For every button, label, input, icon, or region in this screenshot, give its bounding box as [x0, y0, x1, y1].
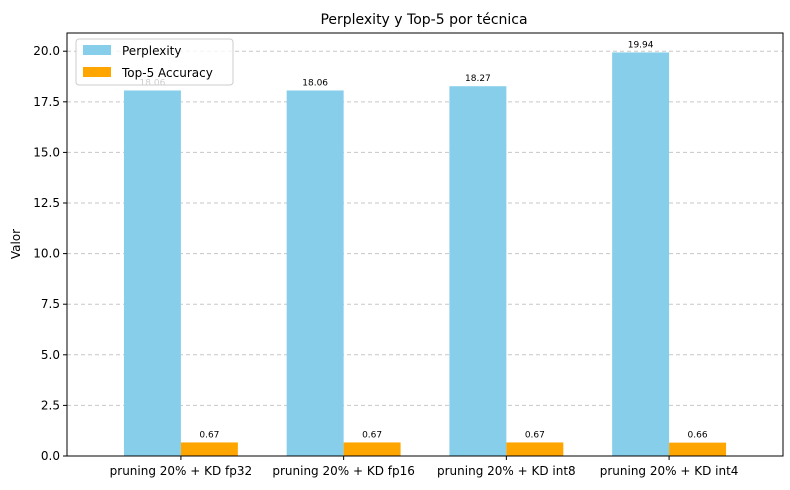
plot-frame	[66, 32, 784, 457]
x-tick-label: pruning 20% + KD fp32	[110, 464, 253, 478]
bar-top5-accuracy	[180, 442, 238, 456]
y-tick-label: 0.0	[41, 449, 60, 463]
ticks: 0.0 2.5 5.0 7.5 10.0 12.5 15.0 17.5 20.0 pruning …	[33, 44, 738, 478]
legend-box	[75, 38, 234, 86]
y-tick-label: 7.5	[41, 297, 60, 311]
bar-perplexity	[612, 52, 670, 457]
data-label-top5-accuracy: 0.67	[199, 430, 219, 440]
bar-top5-accuracy	[343, 442, 401, 456]
y-tick-label: 10.0	[33, 247, 60, 261]
bar-perplexity	[286, 90, 344, 456]
y-tick-label: 2.5	[41, 398, 60, 412]
data-label-top5-accuracy: 0.66	[688, 431, 708, 441]
y-tick-label: 17.5	[33, 95, 60, 109]
data-label-perplexity: 19.94	[628, 40, 654, 50]
legend-label-top5-accuracy: Top-5 Accuracy	[121, 66, 213, 80]
x-tick-label: pruning 20% + KD fp16	[272, 464, 415, 478]
bar-perplexity	[123, 90, 181, 456]
data-label-perplexity: 18.27	[465, 74, 491, 84]
y-tick-label: 5.0	[41, 348, 60, 362]
y-axis-label: Valor	[9, 229, 23, 259]
bars	[123, 52, 727, 457]
y-tick-label: 20.0	[33, 44, 60, 58]
data-label-top5-accuracy: 0.67	[362, 430, 382, 440]
legend-swatch-perplexity	[83, 45, 111, 55]
chart-title: Perplexity y Top-5 por técnica	[320, 12, 527, 28]
bar-perplexity	[449, 86, 507, 456]
y-tick-label: 12.5	[33, 196, 60, 210]
x-tick-label: pruning 20% + KD int4	[600, 464, 739, 478]
data-label-top5-accuracy: 0.67	[525, 430, 545, 440]
y-tick-label: 15.0	[33, 145, 60, 159]
legend: Perplexity Top-5 Accuracy	[75, 38, 234, 86]
bar-top5-accuracy	[506, 442, 564, 456]
data-label-perplexity: 18.06	[302, 78, 328, 88]
bar-top5-accuracy	[669, 442, 727, 456]
x-tick-label: pruning 20% + KD int8	[437, 464, 576, 478]
legend-label-perplexity: Perplexity	[122, 44, 182, 58]
legend-swatch-top5-accuracy	[83, 67, 111, 77]
